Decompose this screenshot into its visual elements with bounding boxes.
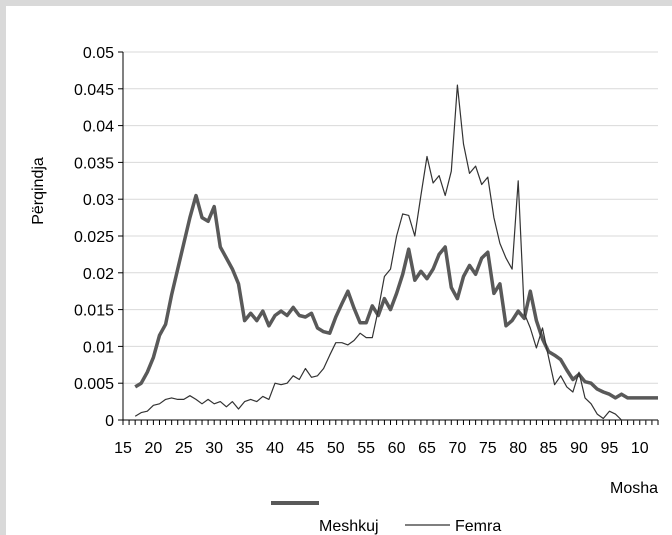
- y-tick-label: 0: [105, 413, 114, 430]
- axes: [122, 52, 659, 425]
- x-tick-label: 70: [448, 440, 466, 457]
- y-tick-label: 0.015: [74, 303, 114, 320]
- x-tick-label: 45: [296, 440, 314, 457]
- x-tick-label: 35: [236, 440, 254, 457]
- y-tick-label: 0.03: [83, 192, 114, 209]
- y-tick-label: 0.045: [74, 82, 114, 99]
- x-tick-label: 90: [570, 440, 588, 457]
- legend: Meshkuj Femra: [271, 501, 501, 535]
- gridlines: [118, 51, 658, 421]
- y-tick-label: 0.035: [74, 155, 114, 172]
- x-tick-label: 95: [600, 440, 618, 457]
- y-tick-label: 0.025: [74, 229, 114, 246]
- series-line-meshkuj: [134, 193, 658, 400]
- line-chart: 0 0.005 0.01 0.015 0.02 0.025 0.03 0.035 0.04 0.0…: [30, 45, 659, 535]
- y-tick-label: 0.02: [83, 266, 114, 283]
- series-line-femra: [134, 84, 658, 421]
- x-tick-label: 50: [327, 440, 345, 457]
- legend-label-femra: Femra: [455, 518, 501, 535]
- x-tick-label: 25: [175, 440, 193, 457]
- y-tick-label: 0.04: [83, 119, 114, 136]
- x-tick-label: 20: [144, 440, 162, 457]
- x-tick-label: 85: [540, 440, 558, 457]
- x-tick-label: 15: [114, 440, 132, 457]
- y-axis-label: Përqindja: [30, 157, 47, 225]
- y-tick-label: 0.005: [74, 376, 114, 393]
- chart-frame: 0 0.005 0.01 0.015 0.02 0.025 0.03 0.035 0.04 0.0…: [6, 6, 672, 535]
- legend-label-meshkuj: Meshkuj: [319, 518, 379, 535]
- x-tick-label: 55: [357, 440, 375, 457]
- x-tick-labels: 15 20 25 30 35 40 45 50 55 60 65 70 75 80 85 90 95 10: [114, 440, 649, 457]
- y-tick-labels: 0 0.005 0.01 0.015 0.02 0.025 0.03 0.035 0.04 0.0…: [74, 45, 114, 430]
- series-lines: [134, 84, 658, 421]
- x-tick-label: 30: [205, 440, 223, 457]
- y-tick-label: 0.01: [83, 339, 114, 356]
- y-tick-label: 0.05: [83, 45, 114, 62]
- x-axis-label: Mosha: [610, 480, 658, 497]
- x-tick-label: 80: [509, 440, 527, 457]
- x-tick-label: 10: [631, 440, 649, 457]
- x-tick-label: 40: [266, 440, 284, 457]
- x-tick-label: 75: [479, 440, 497, 457]
- x-tick-label: 65: [418, 440, 436, 457]
- x-tick-label: 60: [388, 440, 406, 457]
